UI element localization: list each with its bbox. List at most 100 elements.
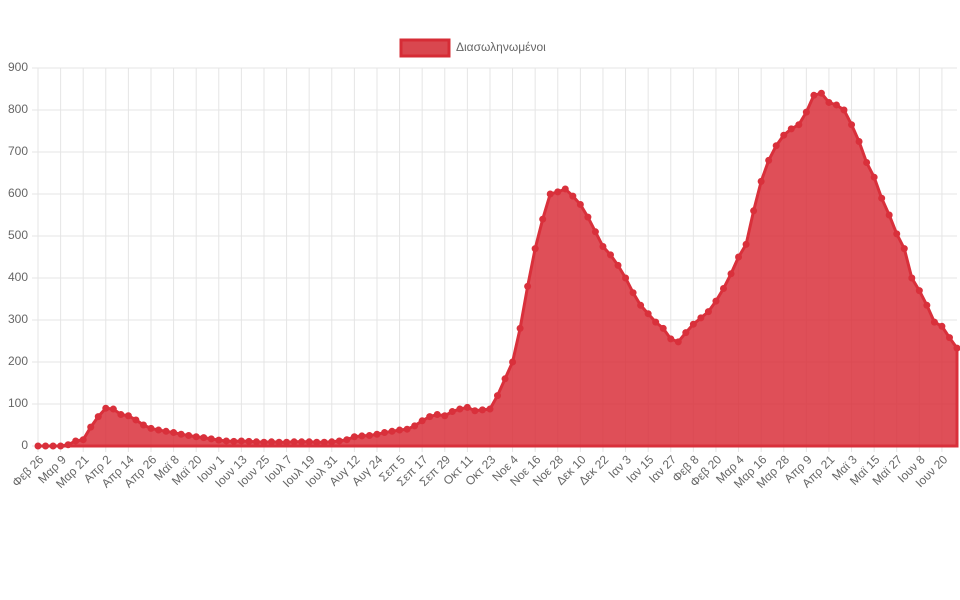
point xyxy=(825,98,833,106)
point xyxy=(124,412,132,420)
point xyxy=(373,430,381,438)
point xyxy=(554,188,562,196)
point xyxy=(802,108,810,116)
point xyxy=(411,422,419,430)
point xyxy=(516,324,524,332)
legend-label[interactable]: Διασωληνωμένοι xyxy=(456,40,546,54)
point xyxy=(433,411,441,418)
point xyxy=(780,131,788,139)
point xyxy=(923,301,931,309)
y-tick-label: 200 xyxy=(8,354,28,368)
point xyxy=(682,329,690,337)
point xyxy=(524,282,532,290)
point xyxy=(245,437,253,445)
point xyxy=(463,403,471,411)
point xyxy=(659,324,667,332)
point xyxy=(290,438,298,446)
point xyxy=(848,121,856,129)
point xyxy=(840,106,848,114)
point xyxy=(494,392,501,400)
point xyxy=(260,438,268,446)
legend-swatch[interactable] xyxy=(399,38,451,58)
point xyxy=(335,437,343,445)
y-tick-label: 600 xyxy=(8,186,28,200)
point xyxy=(644,310,652,318)
point xyxy=(674,338,682,346)
point xyxy=(606,251,614,259)
point xyxy=(637,301,645,309)
y-tick-label: 800 xyxy=(8,102,28,116)
point xyxy=(94,413,102,421)
point xyxy=(591,228,599,236)
point xyxy=(930,318,938,326)
point xyxy=(139,421,147,429)
point xyxy=(418,417,426,425)
point xyxy=(109,405,117,413)
point xyxy=(893,230,901,238)
point xyxy=(817,89,825,97)
y-tick-label: 700 xyxy=(8,144,28,158)
point xyxy=(772,142,780,150)
y-tick-label: 0 xyxy=(21,438,28,452)
point xyxy=(381,429,389,437)
point xyxy=(388,427,396,435)
point xyxy=(313,438,321,446)
point xyxy=(64,441,72,449)
point xyxy=(863,159,871,166)
y-tick-label: 400 xyxy=(8,270,28,284)
point xyxy=(87,423,95,431)
point xyxy=(576,201,584,208)
point xyxy=(230,437,238,445)
point xyxy=(305,438,313,446)
point xyxy=(689,320,697,328)
point xyxy=(222,437,230,445)
point xyxy=(757,177,765,185)
point xyxy=(810,91,818,99)
point xyxy=(252,438,260,446)
point xyxy=(49,442,57,450)
point xyxy=(652,318,660,326)
point xyxy=(132,416,140,424)
point xyxy=(546,190,554,198)
point xyxy=(365,432,373,439)
point xyxy=(539,215,547,223)
point xyxy=(629,289,637,297)
point xyxy=(275,438,283,446)
point xyxy=(207,435,215,443)
point xyxy=(162,427,170,435)
point xyxy=(170,429,178,437)
point xyxy=(622,274,630,282)
point xyxy=(712,297,720,305)
point xyxy=(177,430,185,438)
point xyxy=(614,261,622,269)
point xyxy=(155,426,163,434)
point xyxy=(396,426,404,434)
point xyxy=(667,335,675,343)
point xyxy=(953,344,960,352)
point xyxy=(704,308,712,316)
point xyxy=(561,185,569,193)
point xyxy=(192,433,200,441)
point xyxy=(72,437,80,445)
point xyxy=(599,243,607,250)
point xyxy=(117,411,125,418)
point xyxy=(787,125,795,133)
point xyxy=(298,438,306,446)
point xyxy=(268,438,276,446)
point xyxy=(915,287,923,295)
point xyxy=(350,433,358,441)
point xyxy=(486,405,494,413)
point xyxy=(900,245,908,253)
y-tick-label: 500 xyxy=(8,228,28,242)
y-tick-label: 100 xyxy=(8,396,28,410)
point xyxy=(735,253,743,261)
point xyxy=(531,245,539,253)
point xyxy=(832,101,840,109)
point xyxy=(426,413,434,421)
point xyxy=(697,314,705,322)
point xyxy=(57,442,65,450)
point xyxy=(79,436,87,444)
point xyxy=(456,405,464,413)
y-tick-label: 300 xyxy=(8,312,28,326)
point xyxy=(719,285,727,292)
